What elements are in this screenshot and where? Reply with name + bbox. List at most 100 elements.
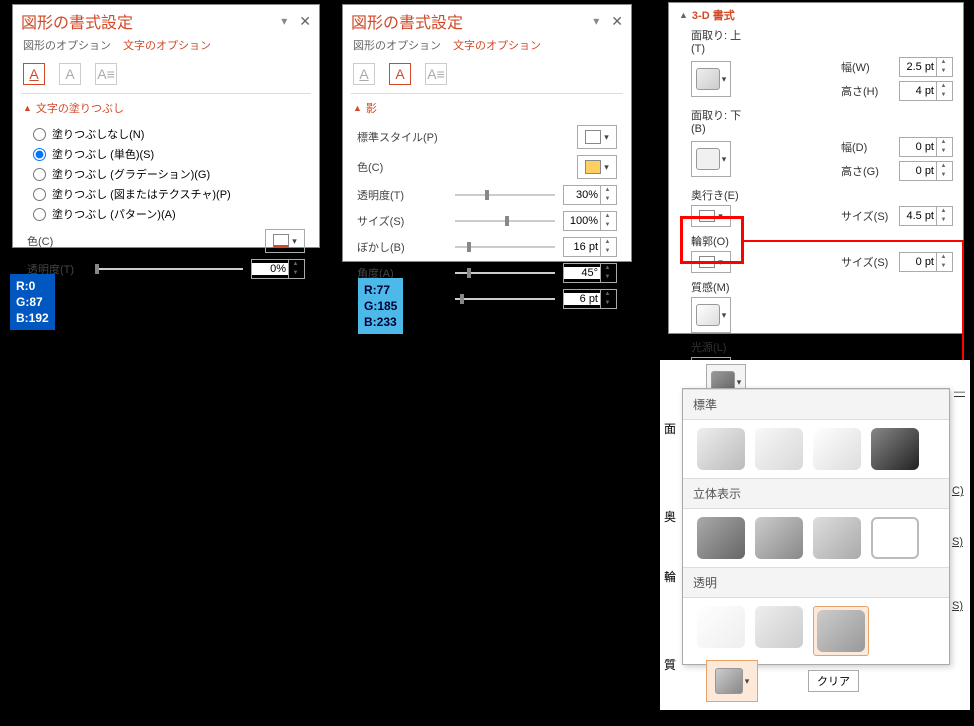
height-input[interactable] [900, 85, 936, 97]
fill-section-header[interactable]: ▲ 文字の塗りつぶし [13, 94, 319, 122]
dist-spinner[interactable]: ▲▼ [563, 289, 617, 309]
angle-input[interactable] [564, 267, 600, 279]
material-swatch[interactable] [755, 428, 803, 470]
contour-size-input[interactable] [900, 256, 936, 268]
contour-size-spinner[interactable]: ▲▼ [899, 252, 953, 272]
material-swatch[interactable] [697, 428, 745, 470]
material-label: 質感(M) [669, 279, 754, 295]
material-swatch[interactable] [813, 517, 861, 559]
panel-title: 図形の書式設定 [351, 9, 593, 33]
edge-label: 質 [664, 656, 676, 673]
rgb-r: R:77 [364, 282, 397, 298]
bevel-top-label: 面取り: 上(T) [669, 27, 754, 55]
height2-input[interactable] [900, 165, 936, 177]
effects-icon[interactable]: A [389, 63, 411, 85]
bevel-bot-label: 面取り: 下(B) [669, 107, 754, 135]
material-cat-standard: 標準 [683, 389, 949, 420]
size-spinner[interactable]: ▲▼ [563, 211, 617, 231]
tab-shape-options[interactable]: 図形のオプション [353, 37, 441, 53]
icon-strip: A A A≡ [13, 59, 319, 93]
color-picker[interactable]: ▾ [577, 155, 617, 179]
preset-label: 標準スタイル(P) [357, 129, 447, 145]
side-label: S) [952, 600, 963, 612]
radio-gradient[interactable] [33, 168, 46, 181]
tab-shape-options[interactable]: 図形のオプション [23, 37, 111, 53]
edge-label: 奥 [664, 508, 676, 525]
format-shape-panel-fill: 図形の書式設定 ▾ ✕ 図形のオプション 文字のオプション A A A≡ ▲ 文… [12, 4, 320, 248]
transparency-slider[interactable] [95, 268, 243, 270]
material-swatch[interactable] [813, 428, 861, 470]
material-swatch-selected[interactable] [813, 606, 869, 656]
edge-label: 面 [664, 420, 676, 437]
height-spinner[interactable]: ▲▼ [899, 81, 953, 101]
collapse-icon: ▲ [353, 103, 362, 113]
material-grid-special [683, 509, 949, 567]
arrow-line-1 [744, 240, 964, 242]
lighting-label: 光源(L) [669, 339, 754, 355]
fill-icon[interactable]: A [23, 63, 45, 85]
width-input[interactable] [900, 61, 936, 73]
material-swatch[interactable] [697, 606, 745, 648]
blur-input[interactable] [564, 241, 600, 253]
textbox-icon[interactable]: A≡ [95, 63, 117, 85]
3d-section-header[interactable]: ▲ 3-D 書式 [669, 3, 963, 27]
radio-solid[interactable] [33, 148, 46, 161]
material-swatch[interactable] [871, 428, 919, 470]
color-picker[interactable]: ▾ [265, 229, 305, 253]
icon-strip: A A A≡ [343, 59, 631, 93]
close-icon[interactable]: ✕ [611, 13, 623, 30]
blur-slider[interactable] [455, 246, 555, 248]
width-spinner[interactable]: ▲▼ [899, 57, 953, 77]
material-swatch[interactable] [755, 517, 803, 559]
pin-icon[interactable]: ▾ [593, 14, 599, 28]
3d-format-panel: ▲ 3-D 書式 面取り: 上(T) ▾ 幅(W)▲▼ 高さ(H)▲▼ 面取り:… [668, 2, 964, 334]
trans-spinner[interactable]: ▲▼ [563, 185, 617, 205]
blur-spinner[interactable]: ▲▼ [563, 237, 617, 257]
material-current[interactable]: ▾ [706, 660, 758, 702]
fill-icon[interactable]: A [353, 63, 375, 85]
clear-button[interactable]: クリア [808, 670, 859, 692]
rgb-g: G:87 [16, 294, 49, 310]
preset-picker[interactable]: ▾ [577, 125, 617, 149]
radio-pattern[interactable] [33, 208, 46, 221]
material-cat-transparent: 透明 [683, 567, 949, 598]
material-swatch[interactable] [871, 517, 919, 559]
dist-slider[interactable] [455, 298, 555, 300]
height2-spinner[interactable]: ▲▼ [899, 161, 953, 181]
close-icon[interactable]: ✕ [299, 13, 311, 30]
rgb-g: G:185 [364, 298, 397, 314]
radio-label: 塗りつぶし (パターン)(A) [52, 206, 176, 222]
tab-text-options[interactable]: 文字のオプション [123, 37, 211, 53]
radio-no-fill[interactable] [33, 128, 46, 141]
angle-slider[interactable] [455, 272, 555, 274]
material-picker[interactable]: ▾ [691, 297, 731, 333]
bevel-top-picker[interactable]: ▾ [691, 61, 731, 97]
textbox-icon[interactable]: A≡ [425, 63, 447, 85]
transparency-input[interactable] [252, 263, 288, 275]
tab-text-options[interactable]: 文字のオプション [453, 37, 541, 53]
shadow-section-header[interactable]: ▲ 影 [343, 94, 631, 122]
rgb-indicator-2: R:77 G:185 B:233 [358, 278, 403, 334]
material-swatch[interactable] [755, 606, 803, 648]
option-tabs: 図形のオプション 文字のオプション [343, 37, 631, 59]
angle-spinner[interactable]: ▲▼ [563, 263, 617, 283]
effects-icon[interactable]: A [59, 63, 81, 85]
rgb-b: B:192 [16, 310, 49, 326]
transparency-spinner[interactable]: ▲▼ [251, 259, 305, 279]
dist-input[interactable] [564, 293, 600, 305]
width2-input[interactable] [900, 141, 936, 153]
option-tabs: 図形のオプション 文字のオプション [13, 37, 319, 59]
panel-header: 図形の書式設定 ▾ ✕ [343, 5, 631, 37]
material-swatch[interactable] [697, 517, 745, 559]
fill-radio-group: 塗りつぶしなし(N) 塗りつぶし (単色)(S) 塗りつぶし (グラデーション)… [13, 122, 319, 226]
depth-size-input[interactable] [900, 210, 936, 222]
radio-picture[interactable] [33, 188, 46, 201]
trans-input[interactable] [564, 189, 600, 201]
trans-slider[interactable] [455, 194, 555, 196]
pin-icon[interactable]: ▾ [281, 14, 287, 28]
width2-spinner[interactable]: ▲▼ [899, 137, 953, 157]
bevel-bot-picker[interactable]: ▾ [691, 141, 731, 177]
size-slider[interactable] [455, 220, 555, 222]
depth-size-spinner[interactable]: ▲▼ [899, 206, 953, 226]
size-input[interactable] [564, 215, 600, 227]
